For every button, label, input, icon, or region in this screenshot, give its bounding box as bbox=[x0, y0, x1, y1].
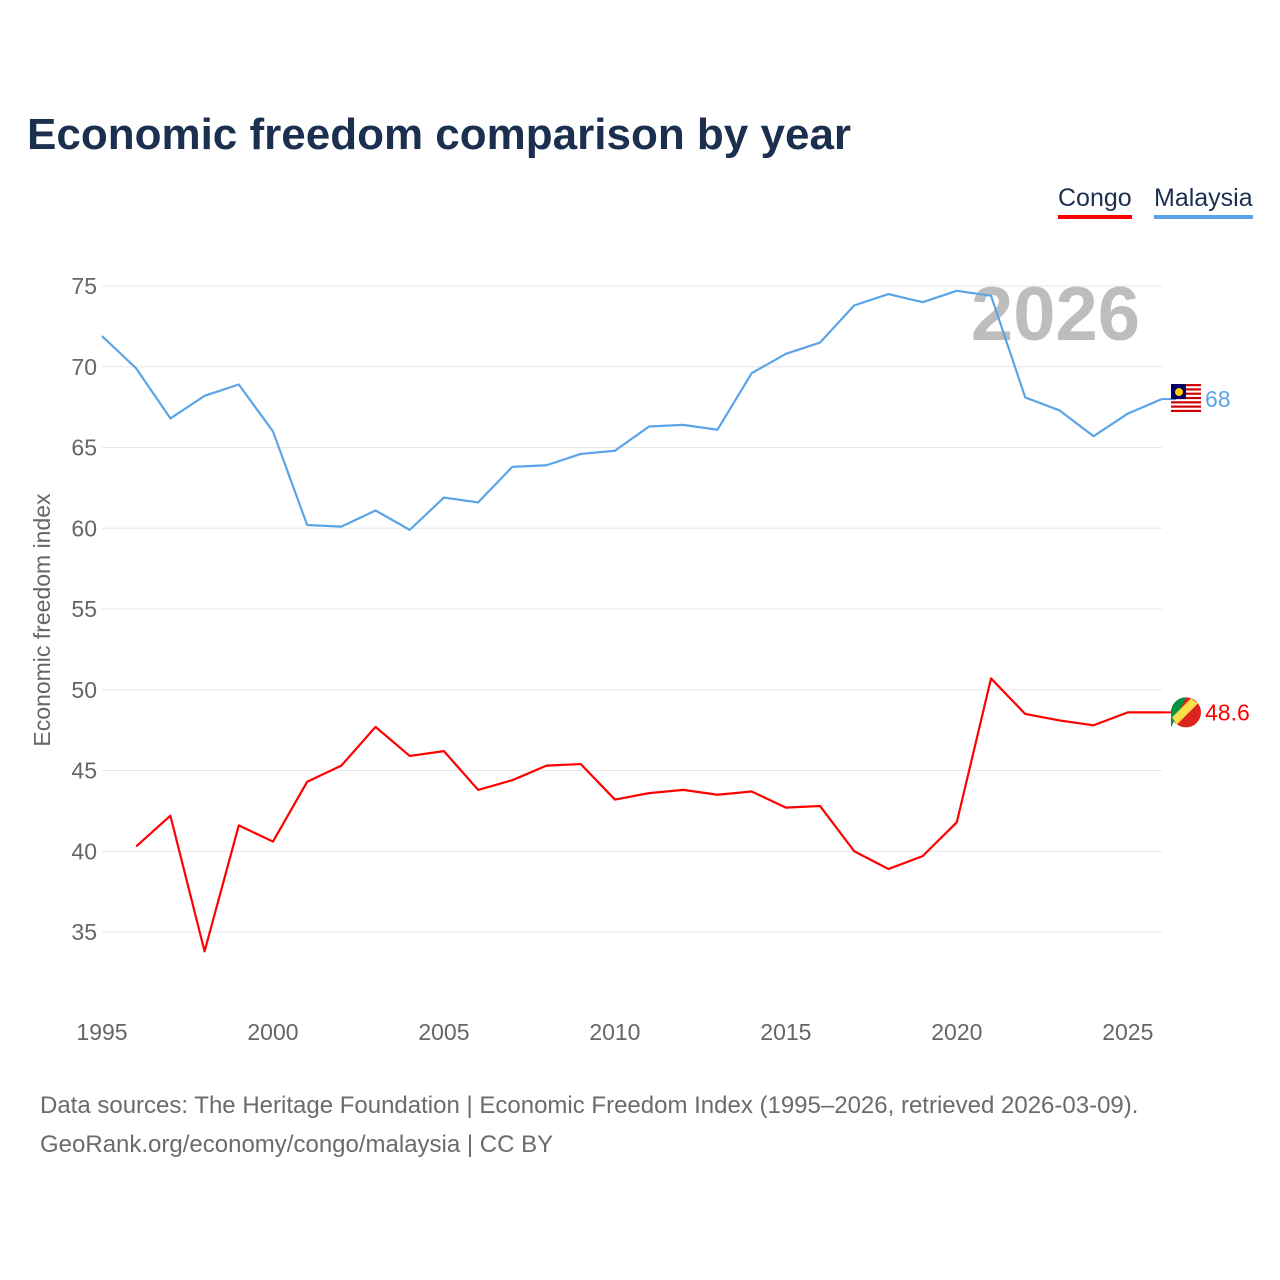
x-tick-label: 2010 bbox=[589, 1019, 640, 1045]
legend-congo[interactable]: Congo bbox=[1058, 184, 1132, 219]
x-tick-label: 2015 bbox=[760, 1019, 811, 1045]
y-tick-label: 70 bbox=[71, 354, 97, 380]
y-tick-label: 60 bbox=[71, 515, 97, 541]
x-tick-label: 2005 bbox=[418, 1019, 469, 1045]
chart-title: Economic freedom comparison by year bbox=[27, 110, 852, 159]
flag-stripe bbox=[1171, 409, 1201, 412]
y-tick-label: 45 bbox=[71, 758, 97, 784]
y-tick-label: 50 bbox=[71, 677, 97, 703]
x-tick-label: 2000 bbox=[247, 1019, 298, 1045]
flag-stripe bbox=[1171, 405, 1201, 408]
end-value-label-congo: 48.6 bbox=[1205, 699, 1250, 725]
series-line-malaysia bbox=[101, 289, 1163, 531]
y-axis-label: Economic freedom index bbox=[29, 493, 55, 747]
footer: Data sources: The Heritage Foundation | … bbox=[40, 1086, 1138, 1164]
y-tick-label: 40 bbox=[71, 838, 97, 864]
x-tick-label: 2025 bbox=[1102, 1019, 1153, 1045]
y-tick-label: 55 bbox=[71, 596, 97, 622]
y-tick-label: 75 bbox=[71, 273, 97, 299]
footer-sources: Data sources: The Heritage Foundation | … bbox=[40, 1092, 1139, 1119]
y-tick-label: 65 bbox=[71, 435, 97, 461]
y-tick-label: 35 bbox=[71, 919, 97, 945]
year-watermark: 2026 bbox=[971, 272, 1140, 357]
x-tick-label: 2020 bbox=[931, 1019, 982, 1045]
footer-link[interactable]: GeoRank.org/economy/congo/malaysia | CC … bbox=[40, 1131, 554, 1158]
x-tick-label: 1995 bbox=[76, 1019, 127, 1045]
flag-stripe bbox=[1171, 401, 1201, 404]
legend-malaysia[interactable]: Malaysia bbox=[1154, 184, 1253, 219]
flag-yellow bbox=[1172, 698, 1198, 725]
flag-crescent bbox=[1175, 388, 1183, 397]
series-line-congo bbox=[135, 677, 1162, 953]
end-value-label-malaysia: 68 bbox=[1205, 386, 1231, 412]
